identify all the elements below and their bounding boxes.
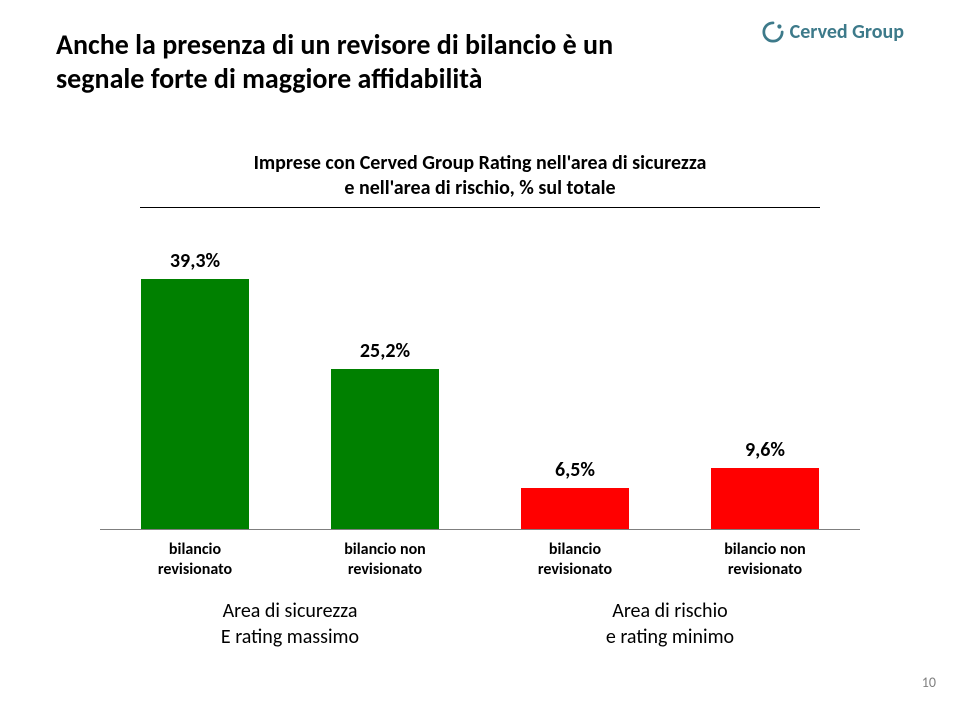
category-label: bilancio nonrevisionato: [670, 540, 860, 580]
bar: [141, 279, 249, 529]
slide: Cerved Group Anche la presenza di un rev…: [0, 0, 960, 705]
category-label: bilanciorevisionato: [480, 540, 670, 580]
category-label: bilanciorevisionato: [100, 540, 290, 580]
brand-logo: Cerved Group: [762, 20, 904, 44]
page-number: 10: [922, 674, 936, 691]
bar: [331, 369, 439, 529]
logo-swirl-icon: [762, 21, 784, 43]
logo-text: Cerved Group: [790, 20, 904, 44]
area-label-sicurezza: Area di sicurezza E rating massimo: [100, 598, 480, 650]
chart-subtitle-line-1: Imprese con Cerved Group Rating nell'are…: [254, 151, 707, 175]
bar-col-0: 39,3%: [100, 249, 290, 529]
chart-subtitle-line-2: e nell'area di rischio, % sul totale: [344, 176, 615, 200]
bar-value-label: 6,5%: [555, 458, 595, 482]
chart-plot-area: 39,3% 25,2% 6,5% 9,6%: [100, 250, 860, 530]
slide-title: Anche la presenza di un revisore di bila…: [56, 28, 696, 95]
bar-col-2: 6,5%: [480, 458, 670, 529]
bar-value-label: 25,2%: [360, 339, 410, 363]
bar-col-1: 25,2%: [290, 339, 480, 529]
subtitle-underline: [140, 207, 820, 208]
area-labels-row: Area di sicurezza E rating massimo Area …: [100, 598, 860, 650]
bar-value-label: 39,3%: [170, 249, 220, 273]
bar-col-3: 9,6%: [670, 438, 860, 529]
bar: [521, 488, 629, 529]
category-label: bilancio nonrevisionato: [290, 540, 480, 580]
category-labels-row: bilanciorevisionatobilancio nonrevisiona…: [100, 540, 860, 580]
bar-chart: 39,3% 25,2% 6,5% 9,6%: [100, 220, 860, 530]
bar-value-label: 9,6%: [745, 438, 785, 462]
bar: [711, 468, 819, 529]
area-label-rischio: Area di rischio e rating minimo: [480, 598, 860, 650]
chart-subtitle: Imprese con Cerved Group Rating nell'are…: [56, 151, 904, 201]
